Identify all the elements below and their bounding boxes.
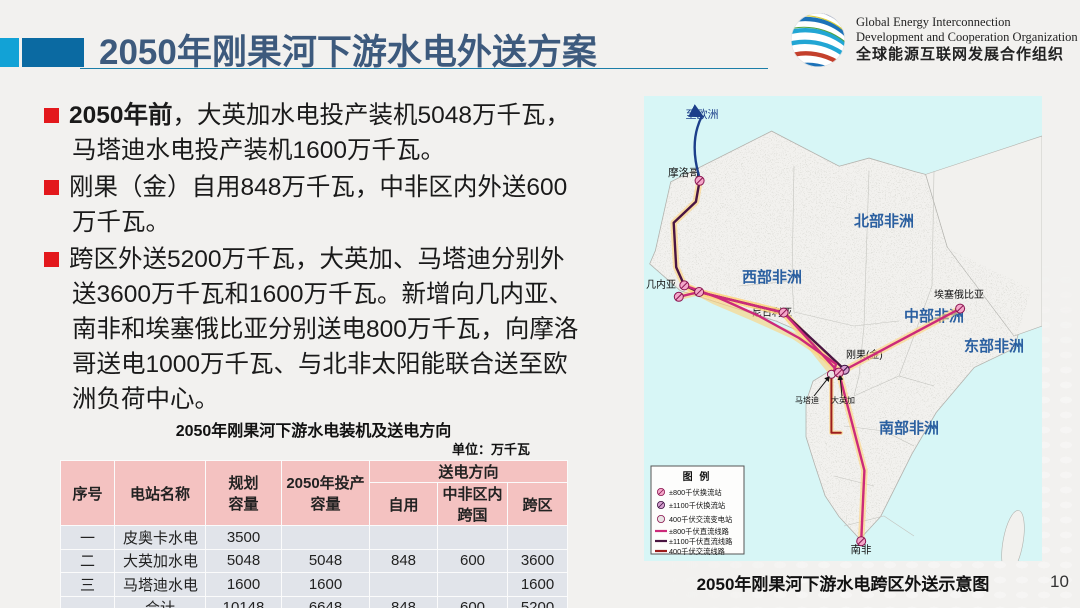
svg-text:几内亚: 几内亚 <box>646 278 676 291</box>
svg-text:北部非洲: 北部非洲 <box>854 212 914 230</box>
svg-text:南部非洲: 南部非洲 <box>879 419 939 437</box>
svg-text:西部非洲: 西部非洲 <box>742 268 802 286</box>
svg-text:埃塞俄比亚: 埃塞俄比亚 <box>934 288 984 301</box>
svg-text:大英加: 大英加 <box>831 395 855 405</box>
svg-text:±1100千伏直流线路: ±1100千伏直流线路 <box>669 537 733 546</box>
svg-text:±800千伏直流线路: ±800千伏直流线路 <box>669 527 730 536</box>
svg-text:400千伏交流线路: 400千伏交流线路 <box>669 547 726 556</box>
svg-text:图 例: 图 例 <box>683 470 712 483</box>
svg-text:400千伏交流变电站: 400千伏交流变电站 <box>669 515 732 524</box>
svg-text:东部非洲: 东部非洲 <box>964 337 1024 355</box>
svg-text:±800千伏换流站: ±800千伏换流站 <box>669 488 722 497</box>
svg-text:至欧洲: 至欧洲 <box>686 108 719 121</box>
svg-text:摩洛哥: 摩洛哥 <box>668 166 700 179</box>
svg-text:±1100千伏换流站: ±1100千伏换流站 <box>669 501 725 510</box>
svg-text:马塔迪: 马塔迪 <box>795 395 819 405</box>
